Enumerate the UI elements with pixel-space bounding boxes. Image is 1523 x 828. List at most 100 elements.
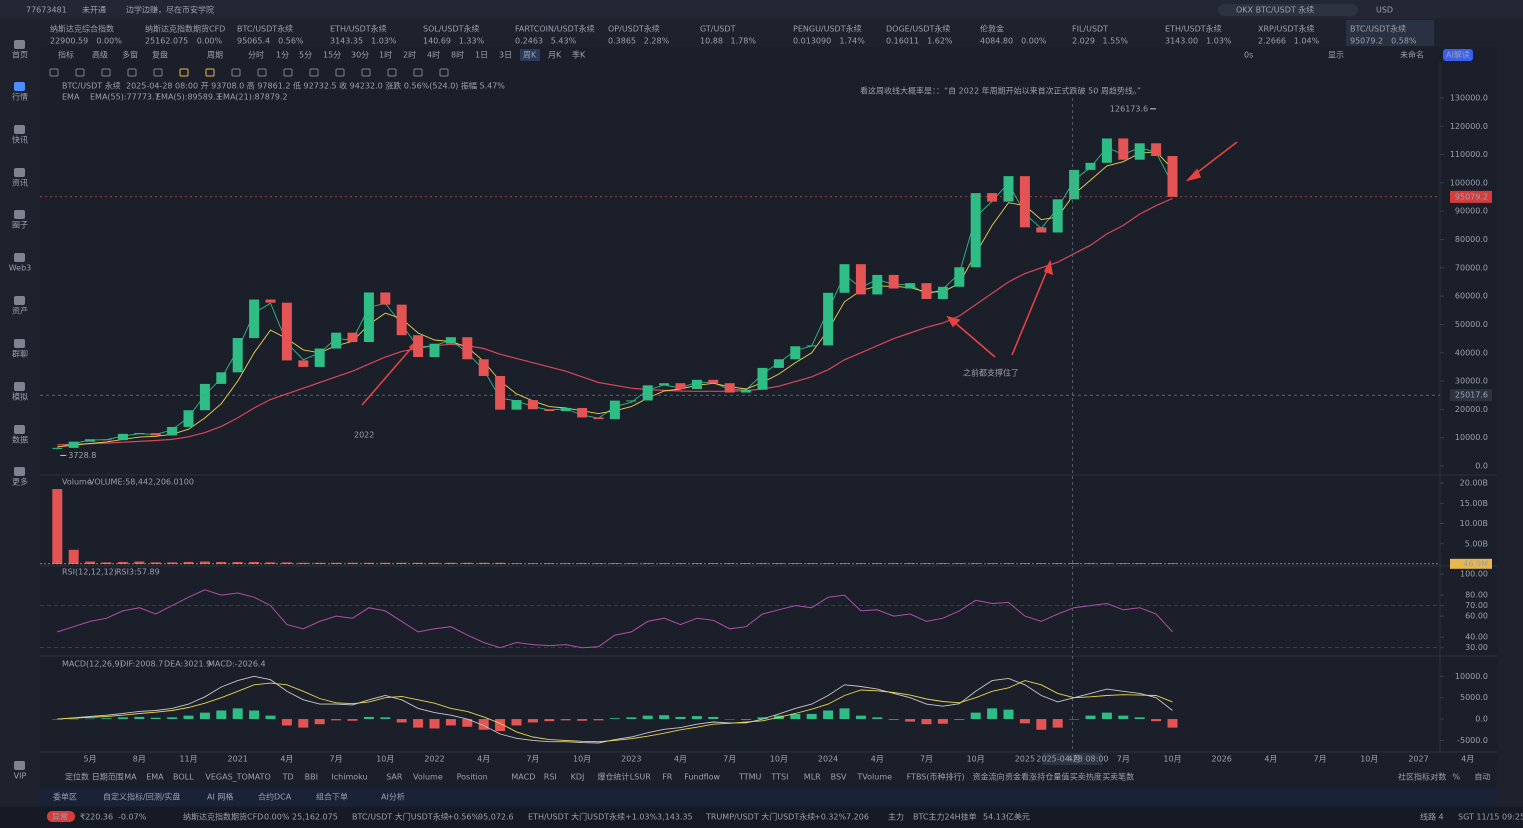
order-tab[interactable]: AI分析 <box>381 792 405 802</box>
drawing-tool[interactable] <box>179 68 189 77</box>
sidebar-icon[interactable] <box>14 40 25 49</box>
indicator-tab[interactable]: 自动 <box>1474 772 1490 782</box>
drawing-tool[interactable] <box>205 68 215 77</box>
ai-button[interactable] <box>1443 49 1473 61</box>
ticker-name[interactable]: FARTCOIN/USDT永续 <box>515 24 595 34</box>
period-button[interactable]: 30分 <box>351 51 369 60</box>
toolbar-right-item[interactable]: AI解读 <box>1446 50 1470 60</box>
period-button[interactable]: 1分 <box>276 51 289 60</box>
sidebar-icon[interactable] <box>14 467 25 476</box>
indicator-tab[interactable]: TD <box>282 773 294 782</box>
indicator-tab[interactable]: SAR <box>386 773 403 782</box>
indicator-tab[interactable]: 定位数 <box>65 772 89 782</box>
ticker-name[interactable]: BTC/USDT永续 <box>237 24 293 34</box>
drawing-tool[interactable] <box>127 68 137 77</box>
sidebar-label[interactable]: VIP <box>14 772 27 781</box>
period-button[interactable]: 1日 <box>475 51 488 60</box>
indicator-tab[interactable]: 爆仓统计 <box>597 772 629 782</box>
toolbar-item[interactable]: 指标 <box>58 50 74 60</box>
period-button[interactable]: 分时 <box>248 50 264 60</box>
sidebar-label[interactable]: 快讯 <box>12 135 28 145</box>
ticker-name[interactable]: XRP/USDT永续 <box>1258 24 1315 34</box>
indicator-tab[interactable]: EMA <box>146 773 164 782</box>
ticker-name[interactable]: DOGE/USDT永续 <box>886 24 950 34</box>
indicator-tab[interactable]: Position <box>457 773 488 782</box>
sidebar-label[interactable]: 行情 <box>12 92 28 102</box>
ticker-name[interactable]: ETH/USDT永续 <box>1165 24 1222 34</box>
drawing-tool[interactable] <box>387 68 397 77</box>
indicator-tab[interactable]: MA <box>124 773 137 782</box>
sidebar-label[interactable]: 圈子 <box>12 221 28 230</box>
period-button[interactable]: 8时 <box>451 50 464 60</box>
period-button[interactable]: 5分 <box>299 51 312 60</box>
period-button[interactable]: 季K <box>572 50 586 60</box>
sidebar-icon[interactable] <box>14 761 25 770</box>
drawing-tool[interactable] <box>335 68 345 77</box>
indicator-tab[interactable]: LSUR <box>630 773 651 782</box>
drawing-tool[interactable] <box>153 68 163 77</box>
sidebar-icon[interactable] <box>14 82 25 91</box>
indicator-tab[interactable]: VEGAS_TOMATO <box>205 773 270 782</box>
indicator-tab[interactable]: RSI <box>544 773 557 782</box>
period-button[interactable]: 月K <box>548 51 562 60</box>
indicator-tab[interactable]: 日期范围 <box>92 772 124 782</box>
period-button[interactable]: 4时 <box>427 50 440 60</box>
order-tab[interactable]: 委单区 <box>53 792 77 802</box>
drawing-tool[interactable] <box>283 68 293 77</box>
toolbar-item[interactable]: 复盘 <box>152 50 168 60</box>
ticker-name[interactable]: BTC/USDT永续 <box>1350 24 1406 34</box>
indicator-tab[interactable]: TVolume <box>856 773 892 782</box>
indicator-tab[interactable]: 持仓量值 <box>1037 772 1069 782</box>
sidebar-label[interactable]: 群聊 <box>12 349 28 359</box>
ticker-name[interactable]: OP/USDT永续 <box>608 24 660 34</box>
indicator-tab[interactable]: 社区指标 <box>1398 772 1430 782</box>
drawing-tool[interactable] <box>75 68 85 77</box>
period-button[interactable]: 15分 <box>323 51 341 60</box>
sidebar-icon[interactable] <box>14 339 25 348</box>
ticker-name[interactable]: ETH/USDT永续 <box>330 24 387 34</box>
ticker-name[interactable]: 纳斯达克指数期货CFD <box>145 24 225 34</box>
indicator-tab[interactable]: MACD <box>511 773 535 782</box>
period-button[interactable]: 3日 <box>499 51 512 60</box>
indicator-tab[interactable]: Fundflow <box>684 773 720 782</box>
ticker-name[interactable]: GT/USDT <box>700 25 736 34</box>
indicator-tab[interactable]: 对数 <box>1430 772 1446 782</box>
indicator-tab[interactable]: BSV <box>831 773 847 782</box>
sidebar-icon[interactable] <box>14 168 25 177</box>
indicator-tab[interactable]: 买卖笔数 <box>1102 772 1134 782</box>
sidebar-label[interactable]: 数据 <box>12 435 28 445</box>
ticker-name[interactable]: FIL/USDT <box>1072 25 1108 34</box>
sidebar-icon[interactable] <box>14 382 25 391</box>
indicator-tab[interactable]: FR <box>662 773 673 782</box>
ticker-name[interactable]: PENGU/USDT永续 <box>793 24 862 34</box>
indicator-tab[interactable]: Volume <box>413 773 443 782</box>
search-box[interactable] <box>1218 4 1358 16</box>
order-tab[interactable]: 合约DCA <box>258 792 292 802</box>
toolbar-item[interactable]: 高级 <box>92 50 108 60</box>
drawing-tool[interactable] <box>413 68 423 77</box>
ticker-name[interactable]: 伦敦金 <box>980 24 1004 34</box>
toolbar-right-item[interactable]: 0s <box>1244 51 1253 60</box>
sidebar-label[interactable]: 资产 <box>12 306 28 316</box>
toolbar-item[interactable]: 多窗 <box>122 50 138 60</box>
indicator-tab[interactable]: KDJ <box>571 773 585 782</box>
drawing-tool[interactable] <box>309 68 319 77</box>
indicator-tab[interactable]: TTMU <box>738 773 762 782</box>
drawing-tool[interactable] <box>361 68 371 77</box>
sidebar-icon[interactable] <box>14 125 25 134</box>
order-tab[interactable]: 自定义指标/回测/实盘 <box>103 792 180 802</box>
sidebar-label[interactable]: 模拟 <box>12 392 28 402</box>
period-button[interactable]: 1时 <box>379 50 392 60</box>
toolbar-item[interactable]: 周期 <box>207 51 223 60</box>
indicator-tab[interactable]: TTSI <box>770 773 788 782</box>
sidebar-icon[interactable] <box>14 296 25 305</box>
drawing-tool[interactable] <box>101 68 111 77</box>
drawing-tool[interactable] <box>257 68 267 77</box>
sidebar-label[interactable]: Web3 <box>9 264 32 273</box>
ticker-name[interactable]: SOL/USDT永续 <box>423 24 480 34</box>
sidebar-icon[interactable] <box>14 425 25 434</box>
indicator-tab[interactable]: MLR <box>804 773 821 782</box>
indicator-tab[interactable]: BBI <box>305 773 318 782</box>
period-button[interactable]: 2时 <box>403 50 416 60</box>
indicator-tab[interactable]: 买卖热度 <box>1070 772 1102 782</box>
